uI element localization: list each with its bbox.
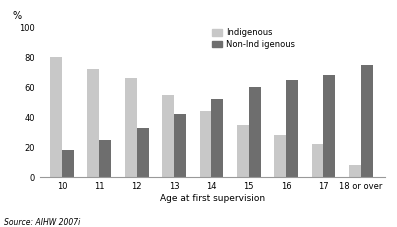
Text: Source: AIHW 2007i: Source: AIHW 2007i [4,218,80,227]
Bar [174,114,186,177]
Bar [200,111,212,177]
Bar [50,57,62,177]
Bar [212,99,224,177]
Bar [274,135,286,177]
Bar [361,65,373,177]
Bar [312,144,324,177]
Bar [62,150,74,177]
Legend: Indigenous, Non-Ind igenous: Indigenous, Non-Ind igenous [212,28,295,49]
Text: %: % [12,11,21,21]
Bar [137,128,149,177]
Bar [349,165,361,177]
Bar [237,125,249,177]
Bar [286,80,298,177]
Bar [99,140,112,177]
Bar [87,69,99,177]
Bar [162,95,174,177]
Bar [125,78,137,177]
Bar [249,87,261,177]
Bar [324,75,335,177]
X-axis label: Age at first supervision: Age at first supervision [160,194,265,203]
